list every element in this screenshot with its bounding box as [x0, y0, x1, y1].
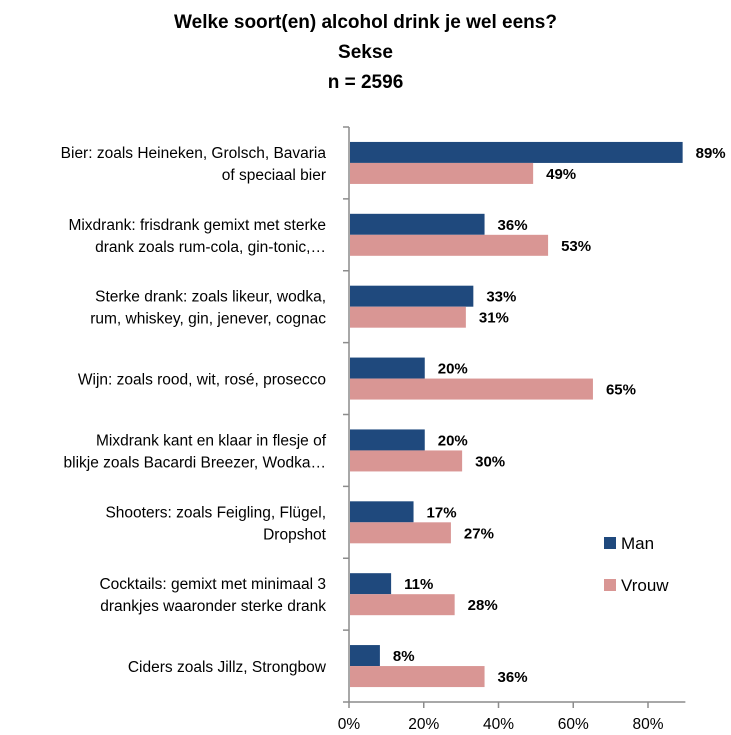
legend-label-vrouw: Vrouw [621, 576, 669, 595]
category-label: Shooters: zoals Feigling, Flügel, [105, 504, 326, 521]
bar-vrouw [350, 450, 462, 471]
data-label: 11% [404, 576, 433, 593]
bar-man [350, 286, 473, 307]
data-label: 20% [438, 432, 468, 449]
bar-vrouw [350, 666, 485, 687]
data-label: 49% [546, 166, 576, 183]
legend-swatch-man [604, 537, 616, 549]
category-label: Ciders zoals Jillz, Strongbow [128, 659, 327, 676]
legend-swatch-vrouw [604, 579, 616, 591]
category-label: Bier: zoals Heineken, Grolsch, Bavaria [61, 145, 327, 162]
category-label: rum, whiskey, gin, jenever, cognac [90, 311, 326, 328]
x-tick-label: 40% [483, 716, 514, 733]
data-label: 31% [479, 310, 509, 327]
category-label: of speciaal bier [222, 167, 326, 184]
category-label: Wijn: zoals rood, wit, rosé, prosecco [78, 372, 326, 389]
data-label: 89% [696, 145, 726, 162]
bar-vrouw [350, 594, 455, 615]
x-tick-label: 80% [632, 716, 663, 733]
category-label: Mixdrank kant en klaar in flesje of [96, 432, 327, 449]
x-tick-label: 0% [338, 716, 361, 733]
bar-man [350, 501, 414, 522]
x-tick-label: 20% [408, 716, 439, 733]
legend-label-man: Man [621, 534, 654, 553]
data-label: 36% [498, 217, 528, 234]
category-label: Mixdrank: frisdrank gemixt met sterke [68, 217, 326, 234]
bar-vrouw [350, 307, 466, 328]
data-label: 27% [464, 525, 494, 542]
data-label: 53% [561, 238, 591, 255]
bar-vrouw [350, 522, 451, 543]
category-label: drankjes waaronder sterke drank [100, 598, 326, 615]
data-label: 28% [468, 597, 498, 614]
data-label: 33% [486, 289, 516, 306]
data-label: 36% [498, 669, 528, 686]
bar-man [350, 645, 380, 666]
bar-man [350, 573, 391, 594]
bar-man [350, 142, 683, 163]
bar-man [350, 429, 425, 450]
category-label: Cocktails: gemixt met minimaal 3 [99, 576, 326, 593]
data-label: 8% [393, 648, 415, 665]
bar-vrouw [350, 163, 533, 184]
data-label: 20% [438, 361, 468, 378]
bar-man [350, 358, 425, 379]
data-label: 30% [475, 453, 505, 470]
category-label: blikje zoals Bacardi Breezer, Wodka… [64, 454, 326, 471]
data-label: 65% [606, 382, 636, 399]
category-label: drank zoals rum-cola, gin-tonic,… [95, 239, 326, 256]
bar-vrouw [350, 235, 548, 256]
x-tick-label: 60% [558, 716, 589, 733]
category-label: Dropshot [263, 526, 327, 543]
bar-man [350, 214, 485, 235]
data-label: 17% [427, 504, 457, 521]
bar-vrouw [350, 379, 593, 400]
category-label: Sterke drank: zoals likeur, wodka, [95, 289, 326, 306]
